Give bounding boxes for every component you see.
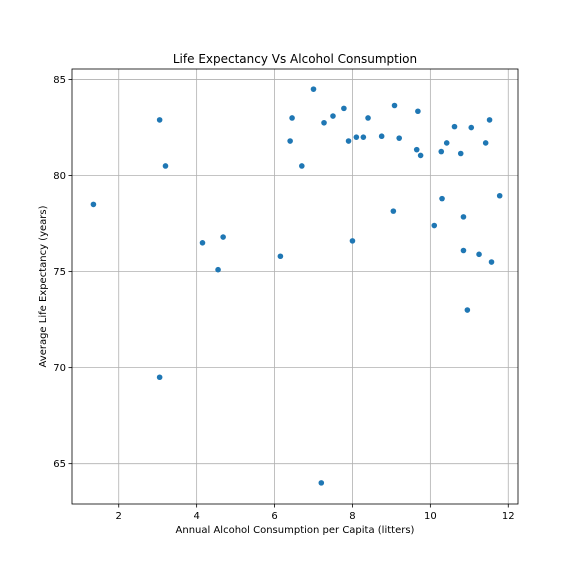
- data-point: [349, 238, 356, 244]
- data-point: [345, 138, 352, 144]
- y-tick-label: 75: [53, 267, 66, 278]
- data-point: [396, 135, 402, 141]
- tick-labels: 2 4 6 8 10 12 65 70 75 80 85: [53, 75, 514, 522]
- data-point: [156, 374, 163, 381]
- data-point: [451, 123, 458, 130]
- x-tick-label: 8: [349, 511, 355, 522]
- data-point: [476, 251, 482, 258]
- data-point: [464, 307, 471, 313]
- data-point: [90, 201, 97, 208]
- data-point: [341, 105, 347, 112]
- data-point: [443, 140, 450, 146]
- x-tick-label: 12: [502, 511, 515, 522]
- data-point: [391, 102, 398, 109]
- x-tick-label: 6: [271, 511, 277, 522]
- data-point: [439, 195, 445, 202]
- data-point: [460, 214, 467, 220]
- data-point: [321, 119, 327, 126]
- data-point: [486, 117, 493, 123]
- data-point: [488, 259, 495, 265]
- x-tick-label: 4: [193, 511, 199, 522]
- data-point: [277, 253, 284, 260]
- x-tick-label: 10: [424, 511, 437, 522]
- data-point: [330, 113, 336, 119]
- data-point: [365, 115, 371, 121]
- data-point: [156, 117, 163, 123]
- data-point: [353, 134, 360, 140]
- data-points: [90, 86, 503, 486]
- x-axis-label: Annual Alcohol Consumption per Capita (l…: [176, 525, 415, 536]
- x-tick-label: 2: [116, 511, 122, 522]
- data-point: [199, 240, 206, 246]
- data-point: [417, 152, 424, 159]
- data-point: [496, 192, 503, 199]
- y-tick-label: 80: [53, 171, 66, 182]
- data-point: [468, 124, 475, 131]
- y-tick-label: 85: [53, 75, 66, 86]
- data-point: [287, 138, 293, 144]
- data-point: [215, 266, 221, 273]
- axis-ticks: [68, 79, 509, 508]
- data-point: [415, 108, 421, 115]
- data-point: [431, 222, 438, 229]
- data-point: [220, 234, 226, 240]
- data-point: [482, 140, 489, 146]
- data-point: [289, 115, 295, 121]
- data-point: [299, 163, 305, 169]
- y-axis-label: Average Life Expectancy (years): [38, 205, 49, 367]
- y-tick-label: 70: [53, 363, 66, 374]
- data-point: [390, 208, 397, 214]
- data-point: [460, 247, 467, 254]
- data-point: [162, 163, 169, 169]
- plot-frame: [71, 68, 519, 505]
- chart-title: Life Expectancy Vs Alcohol Consumption: [173, 52, 417, 66]
- data-point: [413, 146, 420, 153]
- data-point: [457, 150, 464, 157]
- data-point: [318, 480, 325, 486]
- data-point: [438, 148, 445, 155]
- grid-lines: [72, 69, 518, 504]
- data-point: [378, 133, 385, 140]
- data-point: [360, 134, 367, 140]
- data-point: [310, 86, 317, 92]
- y-tick-label: 65: [53, 459, 66, 470]
